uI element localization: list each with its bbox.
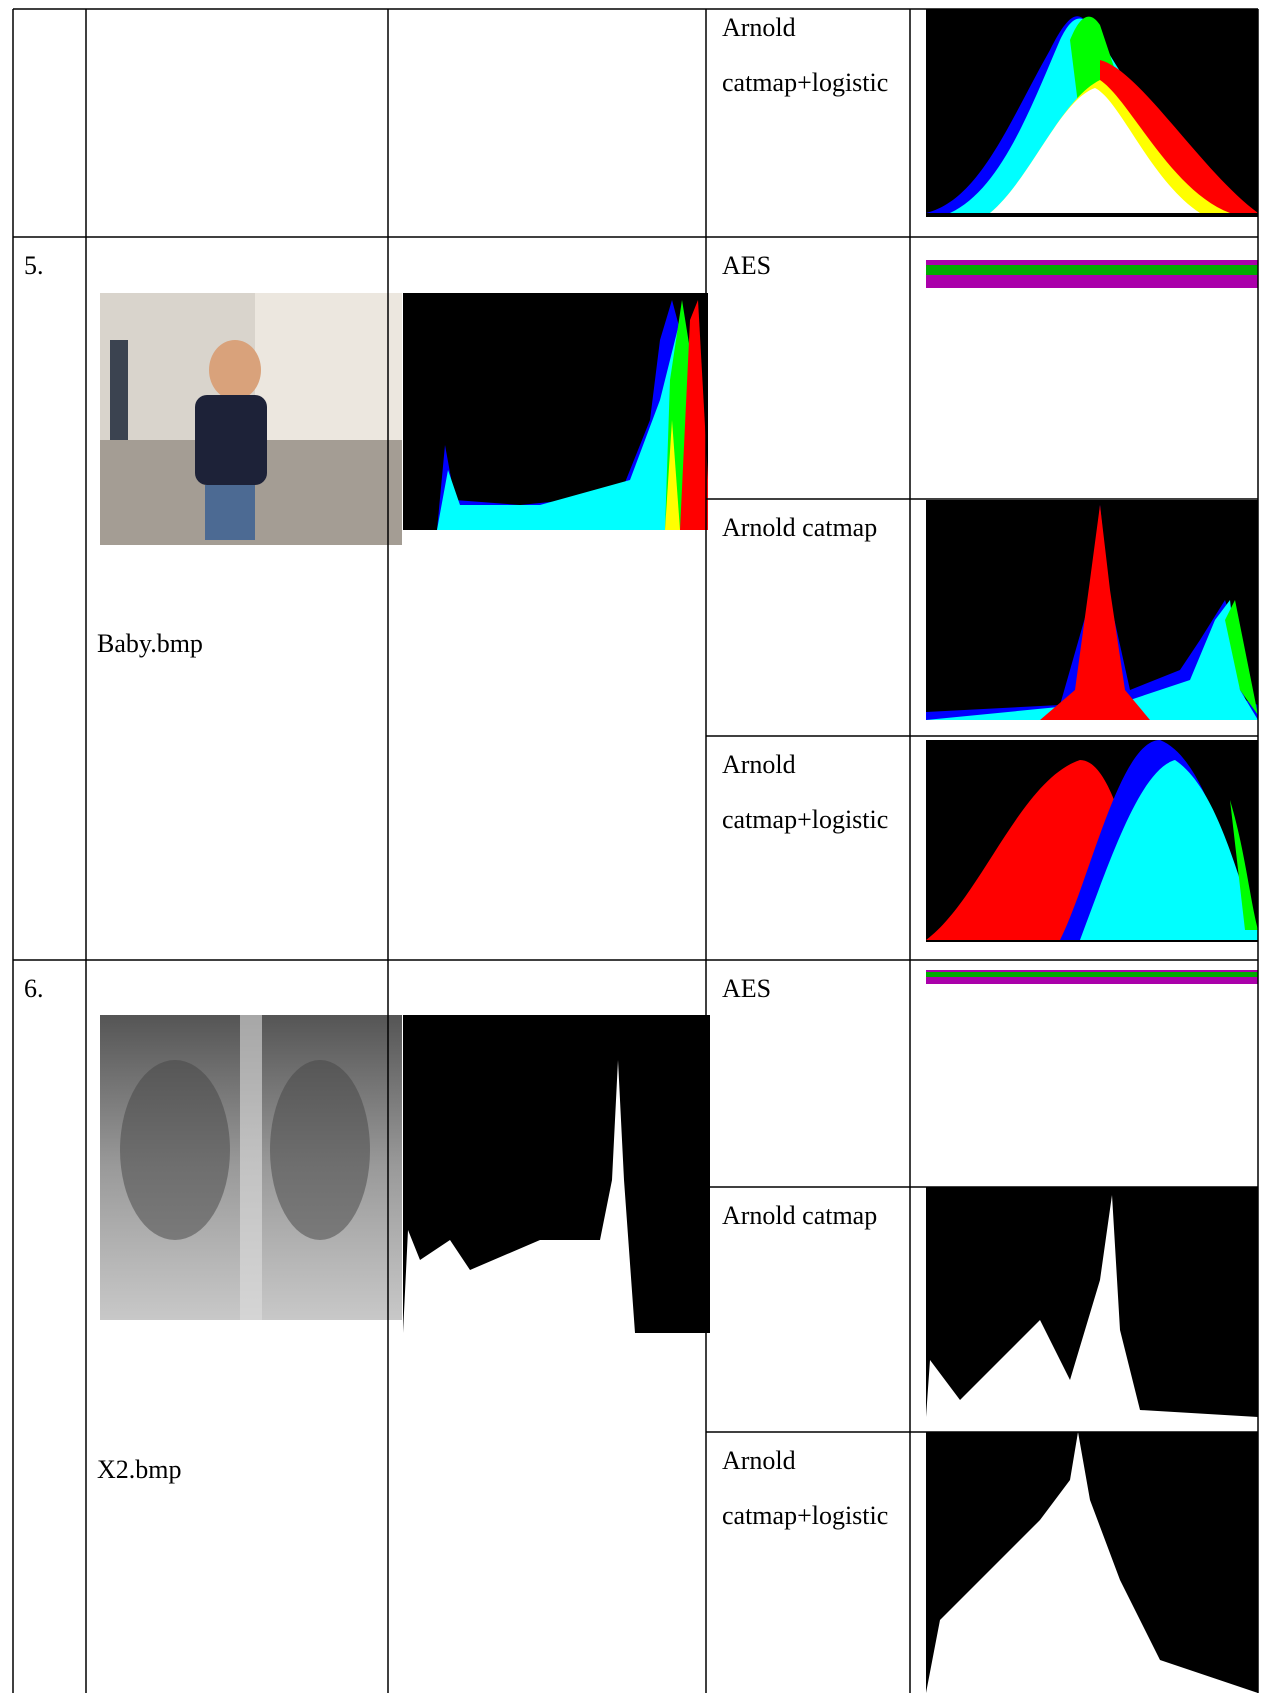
file-name: X2.bmp [97, 1442, 182, 1497]
method-label: Arnold catmap+logistic [722, 737, 894, 847]
photo [100, 293, 402, 545]
histogram-image [403, 293, 708, 530]
histogram-image [403, 1015, 1258, 1693]
method-label: AES [722, 961, 894, 1016]
method-label: Arnold catmap [722, 1188, 894, 1243]
photo [100, 1015, 402, 1320]
table-graphics [0, 0, 1274, 1693]
row-number: 6. [24, 961, 44, 1016]
method-label: Arnold catmap+logistic [722, 1433, 894, 1543]
page: Arnold catmap+logistic 5. Baby.bmp AES A… [0, 0, 1274, 1693]
file-name: Baby.bmp [97, 616, 203, 671]
histogram-image [926, 740, 1258, 942]
method-label: AES [722, 238, 894, 293]
histogram-image [926, 500, 1258, 720]
histogram-image [926, 9, 1258, 217]
method-label: Arnold catmap+logistic [722, 0, 894, 110]
method-label: Arnold catmap [722, 500, 894, 555]
row-number: 5. [24, 238, 44, 293]
